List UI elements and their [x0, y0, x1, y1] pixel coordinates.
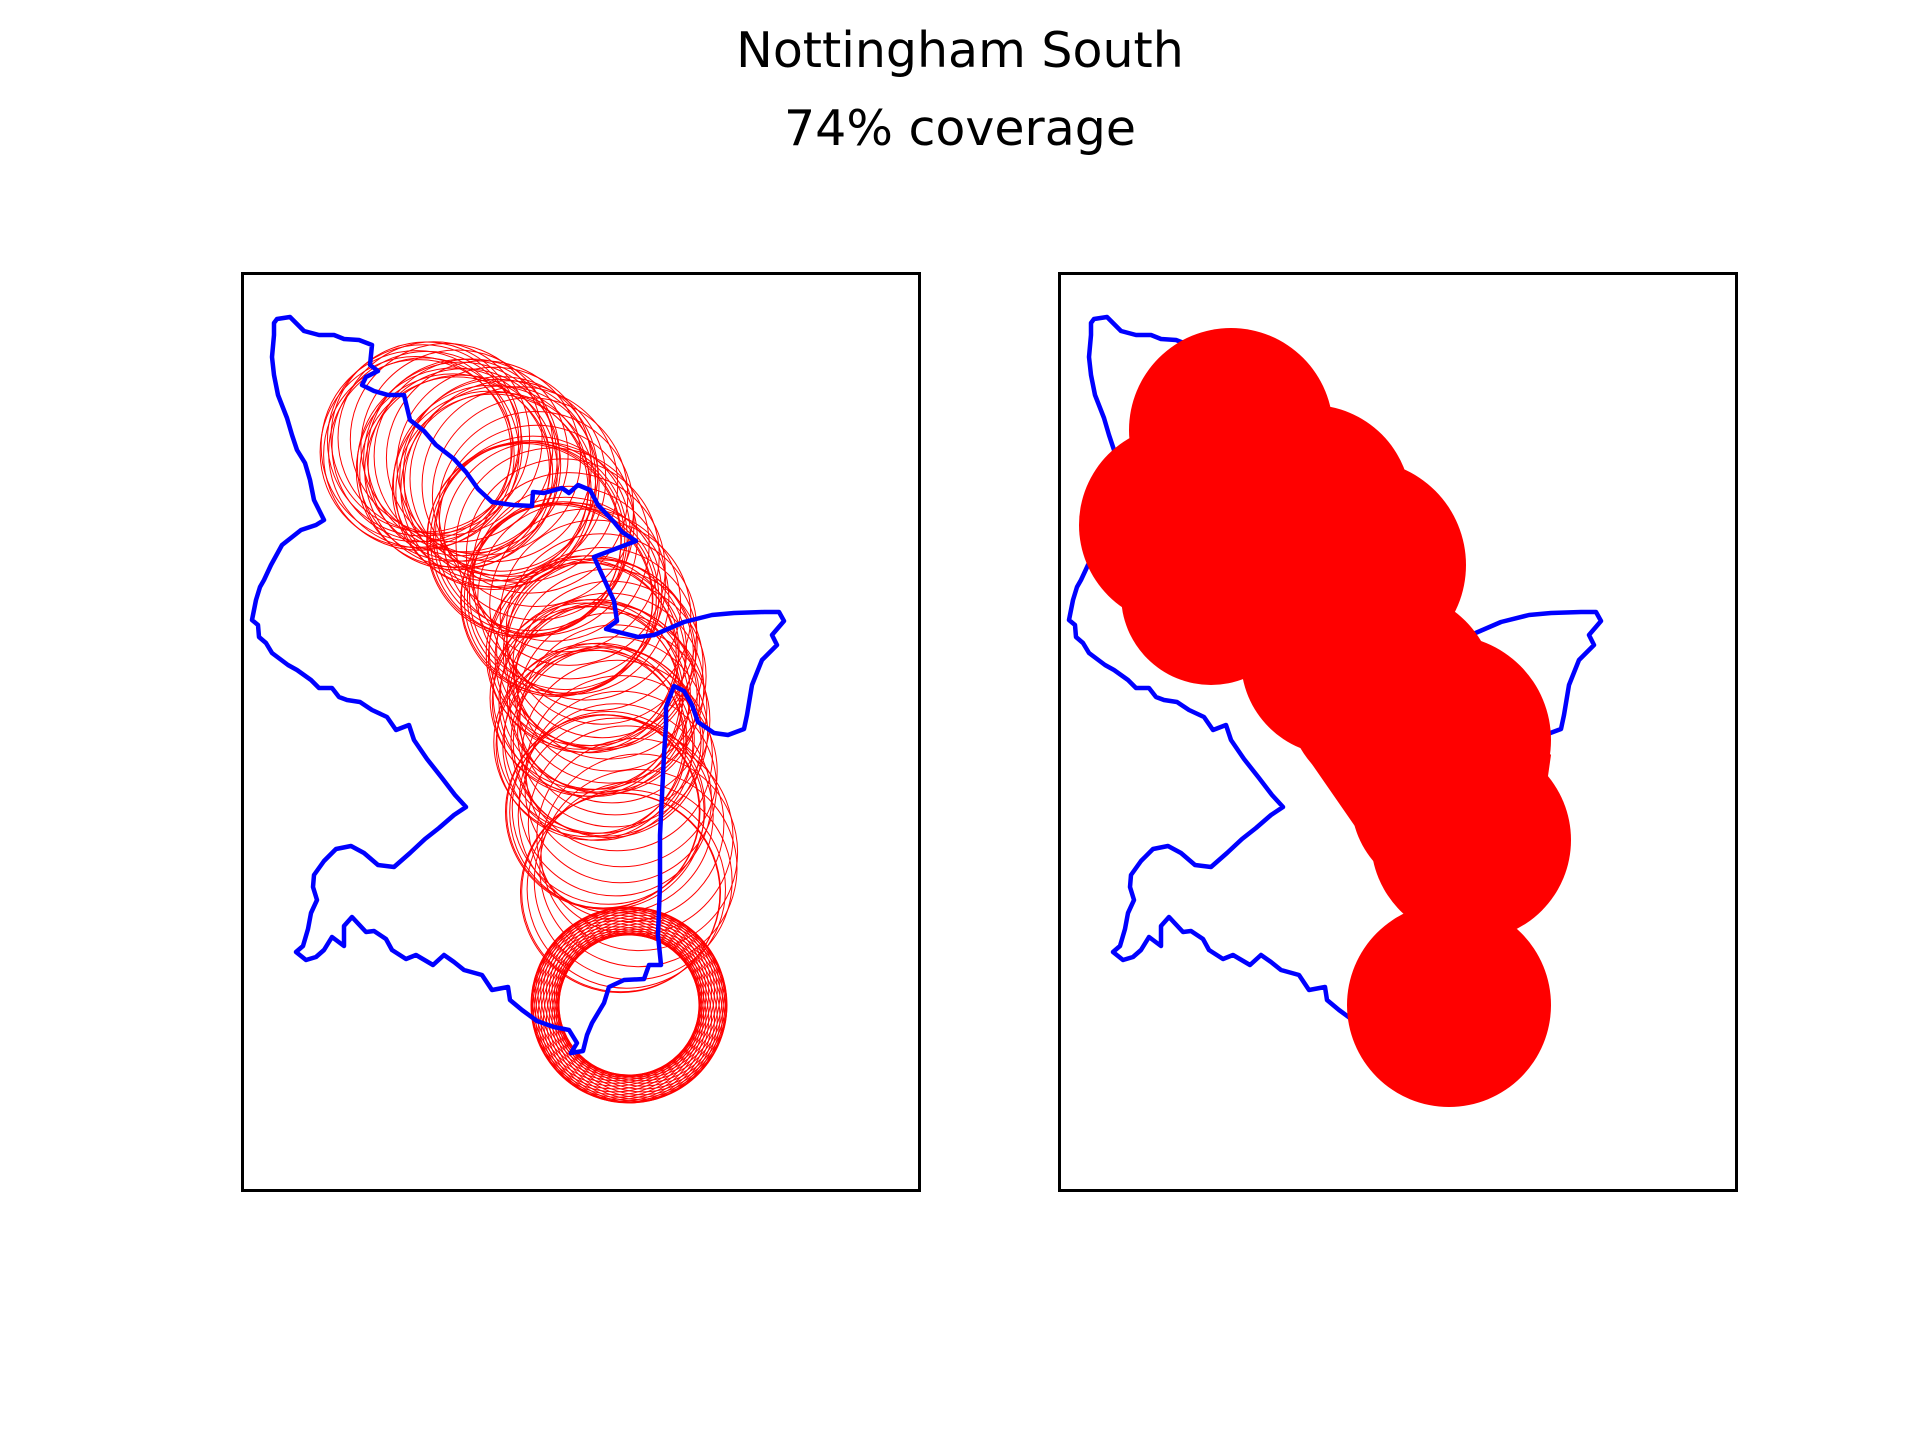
coverage-subtitle: 74% coverage — [784, 100, 1136, 157]
coverage-circle-outline — [503, 642, 695, 834]
coverage-circle-outline — [455, 447, 650, 642]
figure-title: Nottingham South — [736, 22, 1184, 79]
coverage-circle-outline — [402, 376, 599, 572]
coverage-filled-circles — [1079, 328, 1571, 1107]
coverage-circle-outline — [392, 384, 590, 582]
coverage-circle-outline — [502, 557, 694, 749]
coverage-circle-outline — [557, 914, 727, 1084]
coverage-circle-outlines — [319, 341, 739, 1104]
map-canvas-right — [1066, 314, 1604, 1107]
coverage-circle-outline — [360, 349, 554, 543]
coverage-circle-outline — [349, 342, 543, 536]
coverage-circle-outline — [426, 441, 622, 637]
coverage-circle-outline — [530, 917, 700, 1087]
coverage-circle-outline — [512, 647, 704, 839]
coverage-circle-outline — [509, 603, 700, 795]
coverage-circle-outline — [466, 501, 660, 694]
coverage-circle-outline — [553, 910, 723, 1080]
coverage-circle-outline — [543, 934, 712, 1104]
coverage-circle-outline — [515, 580, 707, 772]
coverage-circle-outline — [443, 441, 638, 636]
coverage-circle-outline — [460, 502, 654, 696]
coverage-circle-outline — [431, 397, 629, 594]
coverage-circle-outline — [477, 502, 670, 695]
map-panel-filled-coverage — [1058, 272, 1738, 1192]
coverage-circle-outline — [546, 906, 715, 1076]
coverage-circle-outline — [551, 908, 721, 1078]
constituency-boundary-left — [249, 314, 787, 1056]
coverage-circle-outline — [558, 917, 728, 1087]
coverage-circle-outline — [493, 646, 685, 838]
coverage-filled-corridor — [1131, 455, 1551, 925]
coverage-filled-circle — [1347, 903, 1551, 1107]
coverage-circle-outline — [499, 519, 692, 712]
coverage-circle-outline — [524, 690, 718, 884]
coverage-circle-outline — [506, 547, 698, 739]
coverage-circle-outline — [511, 711, 706, 905]
coverage-circle-outline — [505, 559, 697, 751]
coverage-circle-outline — [548, 907, 718, 1077]
coverage-circle-outline — [520, 792, 721, 994]
coverage-circle-outline — [355, 373, 550, 568]
coverage-circle-outline — [399, 378, 597, 576]
coverage-circle-outline — [409, 380, 607, 578]
coverage-circle-outline — [396, 366, 592, 563]
coverage-circle-outline — [495, 649, 687, 841]
coverage-circle-outline — [517, 636, 709, 828]
coverage-circle-outline — [472, 485, 667, 680]
coverage-circle-outline — [539, 768, 738, 968]
coverage-circle-outline — [468, 496, 663, 691]
coverage-circle-outline — [510, 645, 702, 837]
coverage-circle-outline — [521, 659, 713, 852]
coverage-circle-outline — [421, 386, 619, 583]
coverage-circle-outline — [555, 912, 725, 1082]
coverage-circle-outline — [373, 358, 569, 554]
coverage-circle-outline — [506, 601, 698, 793]
coverage-circle-outline — [540, 933, 710, 1103]
coverage-circle-outline — [537, 932, 707, 1102]
map-panel-circle-outlines — [241, 272, 921, 1192]
coverage-circle-outline — [465, 458, 660, 653]
coverage-circle-outline — [531, 914, 701, 1084]
coverage-circle-outline — [526, 789, 726, 989]
map-canvas-left — [249, 314, 787, 1104]
coverage-circle-outline — [366, 358, 560, 553]
